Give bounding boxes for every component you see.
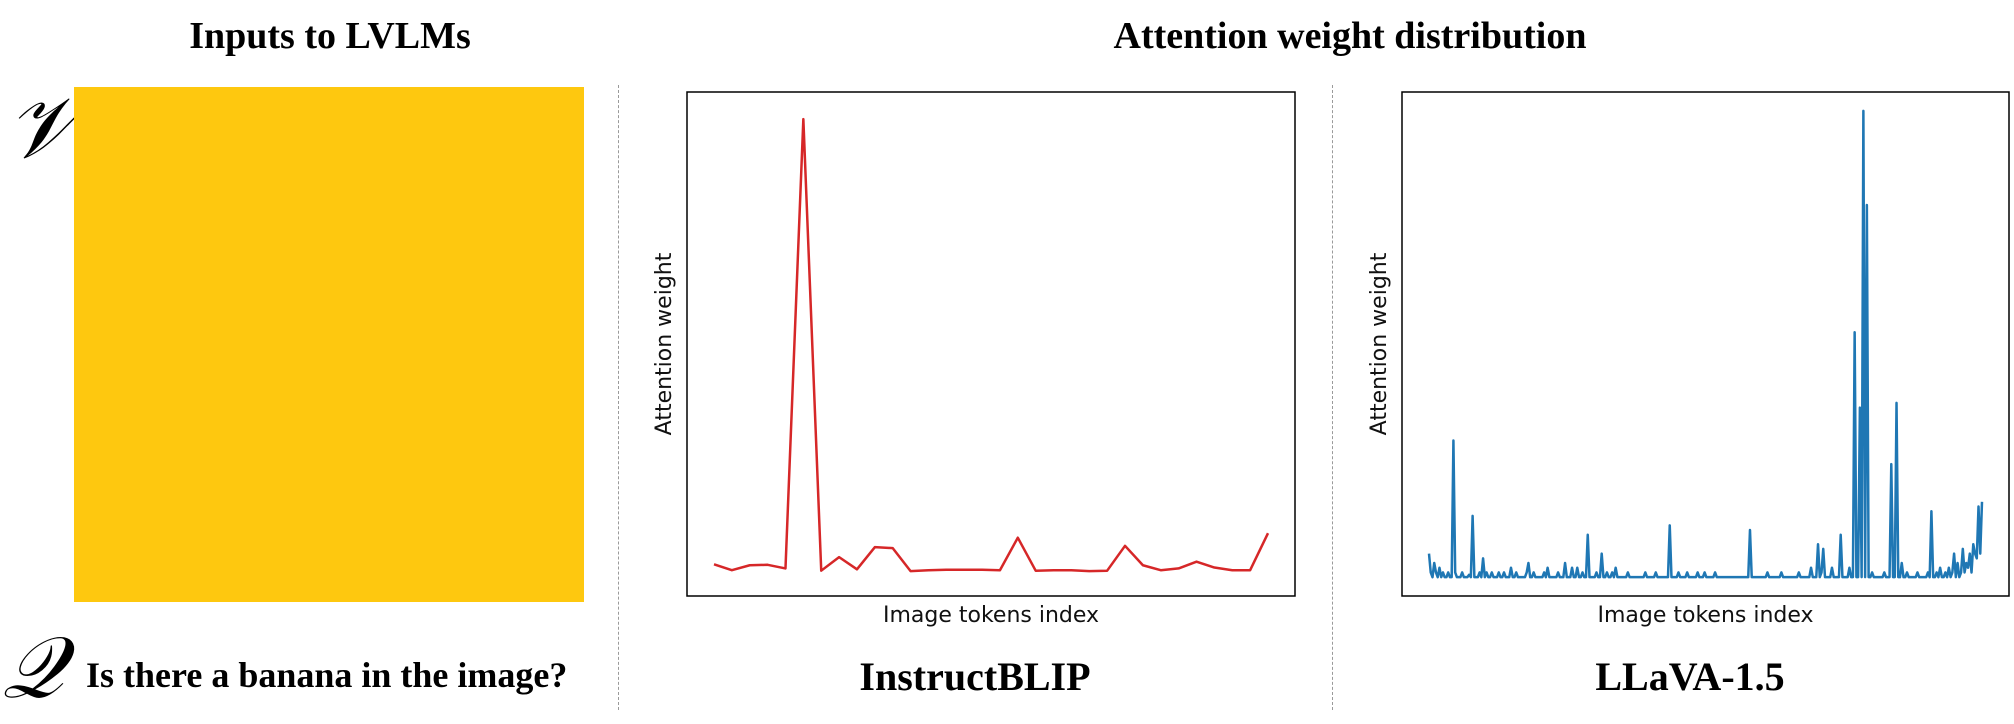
visual-input-symbol: 𝒱	[6, 80, 78, 176]
y-axis-label: Attention weight	[652, 252, 677, 435]
query-input-symbol: 𝒬	[2, 620, 64, 716]
divider-right	[1332, 85, 1333, 710]
plot-frame	[686, 91, 1296, 597]
y-axis-label: Attention weight	[1367, 252, 1392, 435]
instructblip-attention-chart: Image tokens index Attention weight	[652, 91, 1296, 628]
llava-attention-chart: Image tokens index Attention weight	[1367, 91, 2010, 628]
model-label-instructblip: InstructBLIP	[859, 654, 1091, 699]
input-image	[74, 87, 584, 602]
x-axis-label: Image tokens index	[883, 603, 1099, 628]
model-label-llava: LLaVA-1.5	[1595, 654, 1785, 699]
attention-heading: Attention weight distribution	[1113, 15, 1587, 57]
series-line	[1427, 109, 1984, 579]
question-text: Is there a banana in the image?	[86, 655, 568, 695]
inputs-heading: Inputs to LVLMs	[189, 15, 471, 57]
plot-frame	[1401, 91, 2010, 597]
series-line	[713, 117, 1270, 573]
divider-left	[618, 85, 619, 710]
x-axis-label: Image tokens index	[1597, 603, 1813, 628]
